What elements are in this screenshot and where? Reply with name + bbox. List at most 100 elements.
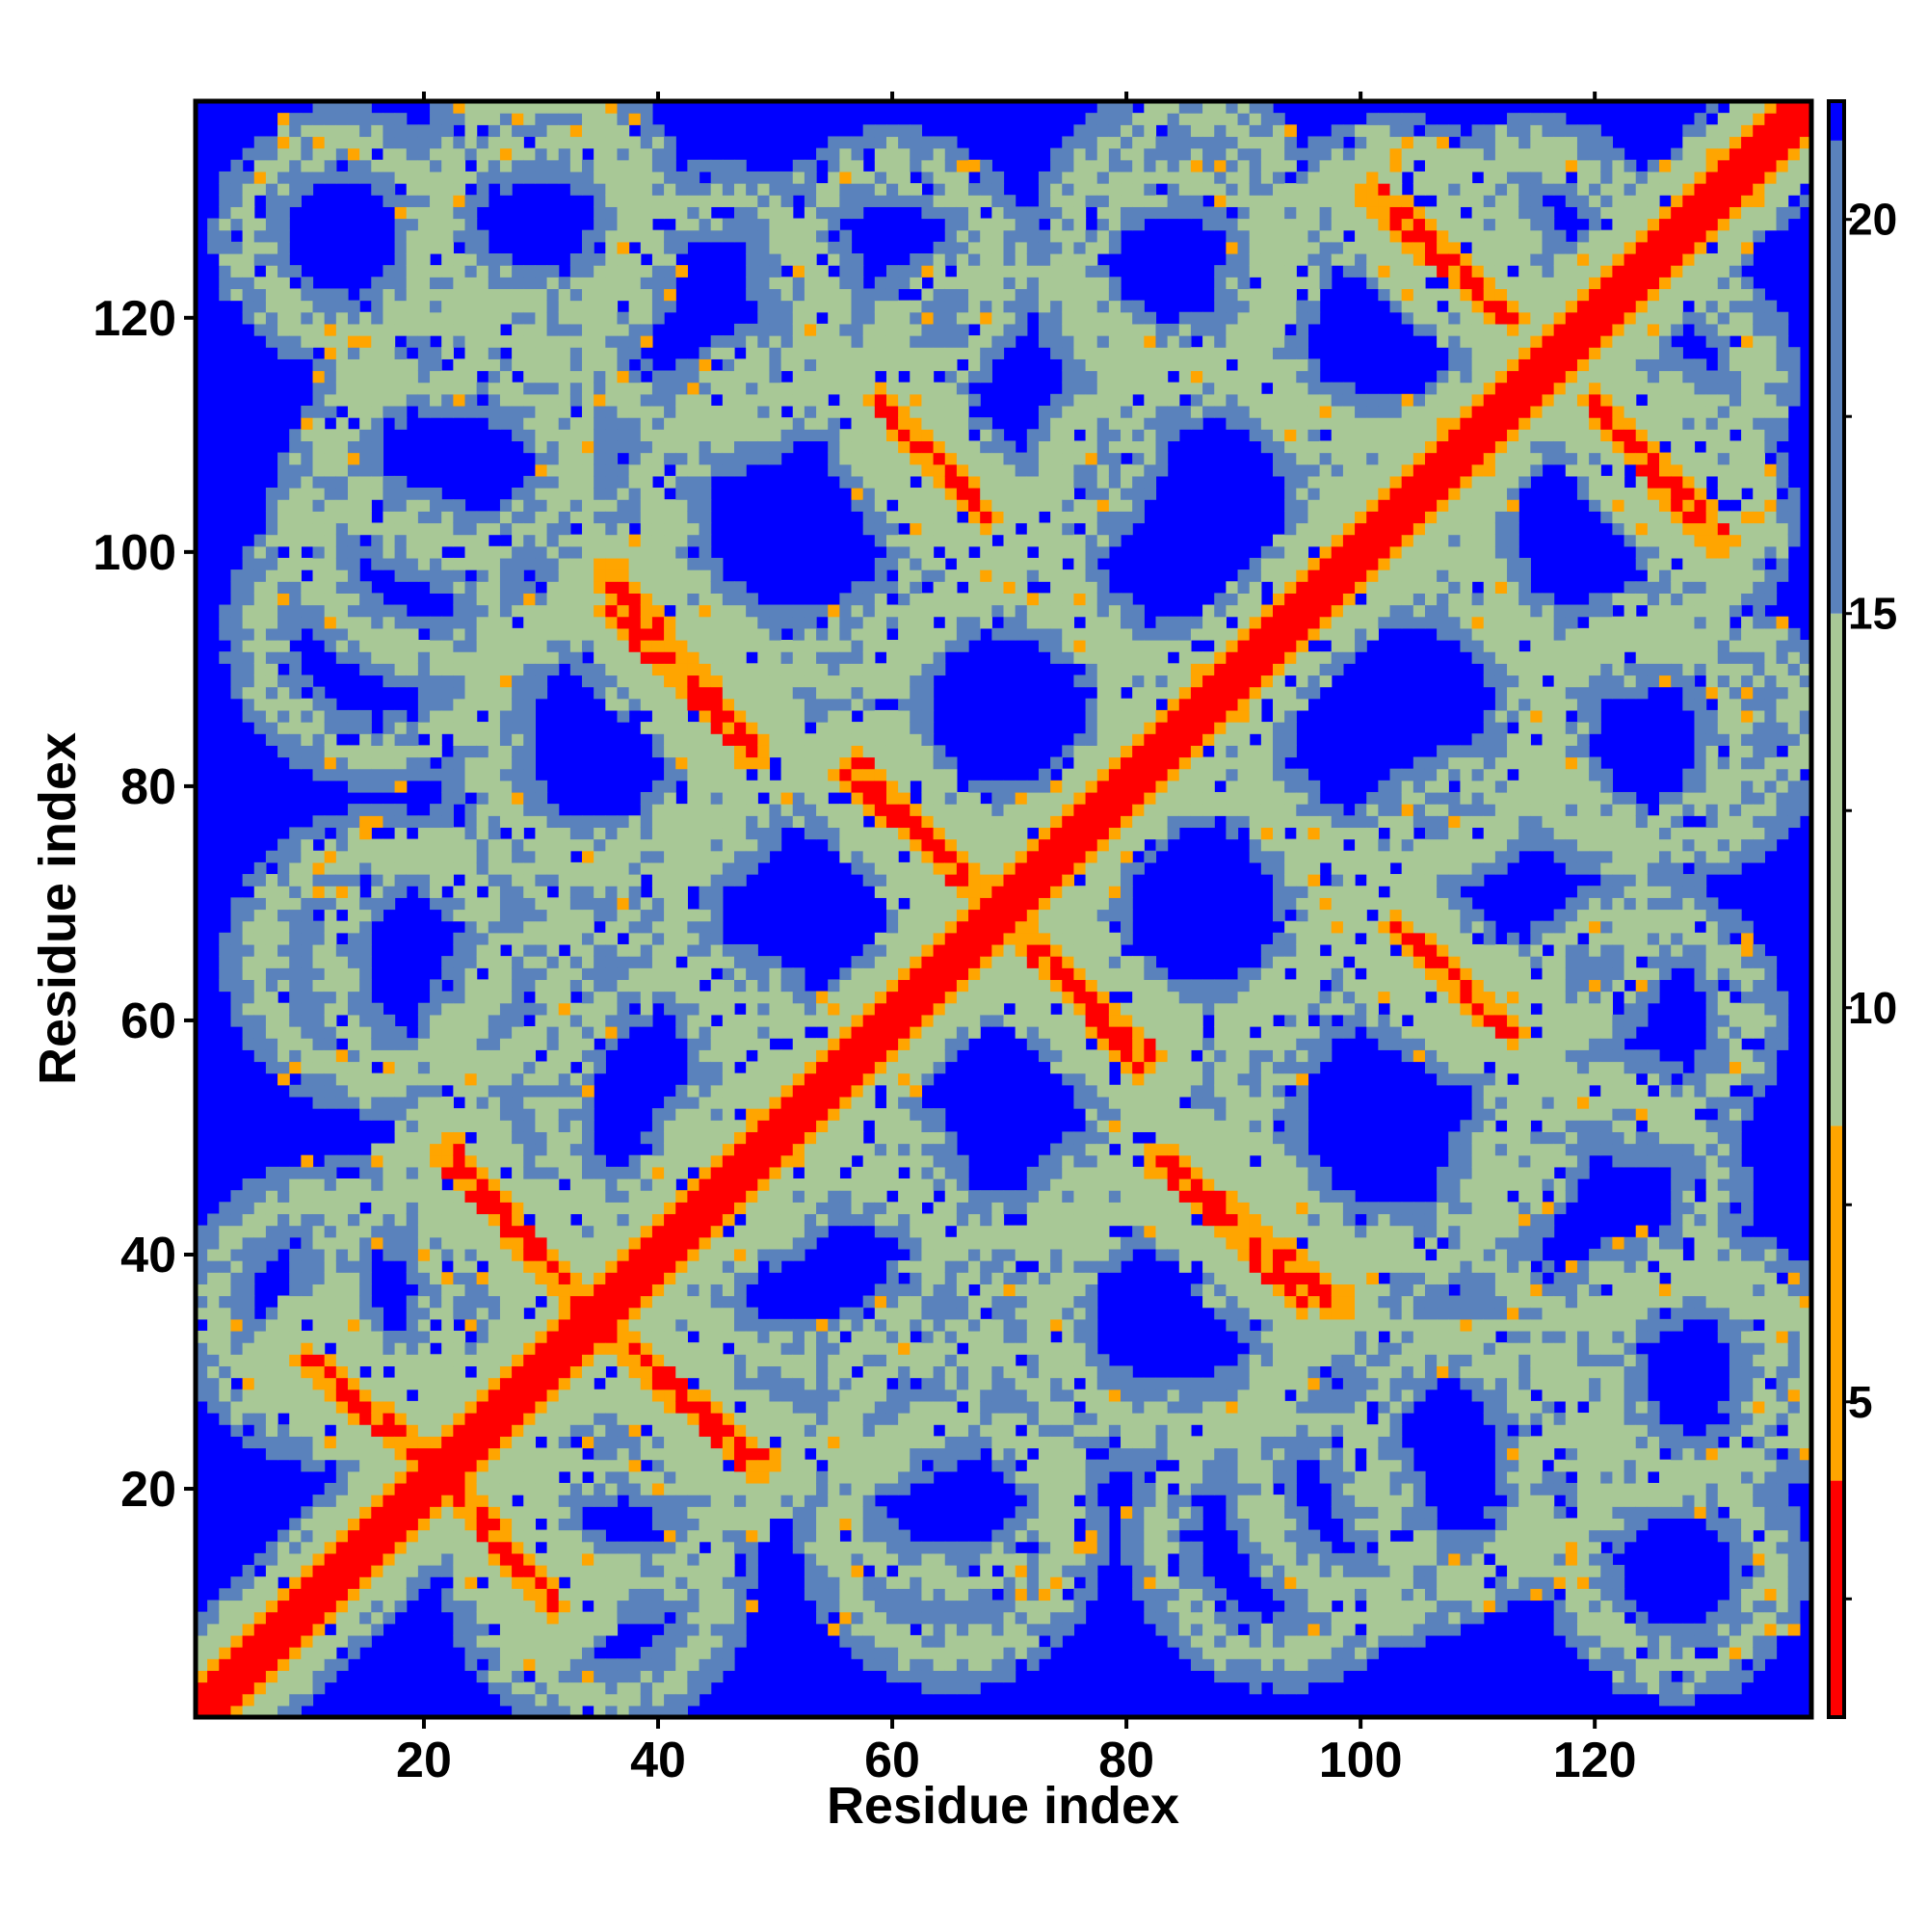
heatmap-cell	[594, 113, 606, 125]
heatmap-cell	[594, 1413, 606, 1425]
heatmap-cell	[383, 1154, 396, 1168]
heatmap-cell	[312, 1634, 326, 1648]
heatmap-cell	[335, 1190, 349, 1203]
heatmap-cell	[312, 382, 326, 395]
heatmap-cell	[453, 1260, 466, 1273]
heatmap-cell	[312, 440, 326, 454]
heatmap-cell	[722, 1248, 735, 1261]
heatmap-cell	[359, 1342, 372, 1355]
heatmap-cell	[277, 640, 290, 652]
heatmap-cell	[359, 1002, 372, 1016]
heatmap-cell	[453, 1565, 466, 1577]
heatmap-cell	[277, 1377, 290, 1390]
heatmap-cell	[453, 323, 466, 336]
heatmap-cell	[710, 1002, 724, 1016]
heatmap-cell	[710, 1413, 724, 1425]
heatmap-cell	[535, 1026, 548, 1039]
heatmap-cell	[277, 124, 290, 138]
heatmap-cell	[757, 1096, 771, 1109]
heatmap-cell	[651, 171, 665, 184]
heatmap-cell	[664, 452, 676, 465]
heatmap-cell	[430, 1072, 442, 1086]
heatmap-cell	[722, 440, 735, 454]
heatmap-cell	[746, 1307, 758, 1320]
heatmap-cell	[441, 1049, 454, 1063]
heatmap-cell	[441, 347, 454, 359]
heatmap-cell	[417, 1284, 431, 1297]
heatmap-cell	[640, 405, 653, 418]
heatmap-cell	[219, 1611, 232, 1625]
heatmap-cell	[383, 675, 396, 688]
heatmap-cell	[664, 733, 676, 746]
heatmap-cell	[675, 991, 688, 1004]
heatmap-cell	[301, 1038, 314, 1050]
heatmap-cell	[699, 1400, 712, 1414]
heatmap-cell	[582, 897, 594, 911]
heatmap-cell	[687, 850, 700, 863]
heatmap-cell	[417, 616, 431, 629]
heatmap-cell	[441, 159, 454, 172]
heatmap-cell	[371, 886, 384, 898]
heatmap-cell	[394, 804, 408, 816]
heatmap-cell	[277, 1049, 290, 1063]
heatmap-cell	[617, 569, 630, 582]
heatmap-cell	[594, 967, 606, 981]
heatmap-cell	[569, 1447, 583, 1461]
heatmap-cell	[417, 827, 431, 840]
heatmap-cell	[710, 1236, 724, 1250]
heatmap-cell	[546, 1049, 560, 1063]
heatmap-cell	[722, 347, 735, 359]
heatmap-cell	[394, 1154, 408, 1168]
heatmap-cell	[406, 488, 419, 500]
heatmap-cell	[594, 1588, 606, 1601]
heatmap-cell	[535, 1154, 548, 1168]
heatmap-cell	[757, 1424, 771, 1437]
heatmap-cell	[464, 1634, 478, 1648]
heatmap-cell	[628, 979, 642, 992]
heatmap-cell	[664, 1518, 676, 1531]
heatmap-cell	[453, 1459, 466, 1472]
heatmap-cell	[430, 709, 442, 723]
heatmap-cell	[499, 1623, 513, 1636]
heatmap-cell	[512, 300, 524, 313]
heatmap-cell	[394, 545, 408, 559]
heatmap-cell	[594, 1552, 606, 1566]
heatmap-cell	[499, 1447, 513, 1461]
heatmap-cell	[746, 686, 758, 700]
heatmap-cell	[476, 1084, 489, 1098]
heatmap-cell	[687, 943, 700, 957]
heatmap-cell	[628, 1693, 642, 1707]
heatmap-cell	[722, 1202, 735, 1215]
heatmap-cell	[757, 991, 771, 1004]
heatmap-cell	[710, 1354, 724, 1367]
heatmap-cell	[558, 1565, 571, 1577]
heatmap-cell	[687, 861, 700, 875]
heatmap-cell	[406, 1202, 419, 1215]
heatmap-cell	[710, 956, 724, 968]
heatmap-cell	[617, 827, 630, 840]
heatmap-cell	[535, 663, 548, 676]
heatmap-cell	[347, 1225, 360, 1238]
heatmap-cell	[687, 534, 700, 547]
heatmap-cell	[746, 1470, 758, 1484]
heatmap-cell	[512, 733, 524, 746]
heatmap-cell	[687, 1272, 700, 1284]
heatmap-cell	[277, 463, 290, 477]
heatmap-cell	[535, 1623, 548, 1636]
heatmap-cell	[594, 1026, 606, 1039]
heatmap-cell	[253, 229, 267, 243]
heatmap-cell	[242, 1600, 255, 1613]
heatmap-cell	[394, 1541, 408, 1554]
heatmap-cell	[453, 522, 466, 536]
heatmap-cell	[347, 557, 360, 570]
heatmap-cell	[196, 1377, 208, 1390]
heatmap-cell	[546, 1588, 560, 1601]
heatmap-cell	[628, 311, 642, 325]
heatmap-cell	[476, 827, 489, 840]
heatmap-cell	[523, 663, 537, 676]
heatmap-cell	[301, 1693, 314, 1707]
heatmap-cell	[535, 1061, 548, 1074]
heatmap-cell	[628, 545, 642, 559]
heatmap-cell	[301, 733, 314, 746]
heatmap-cell	[277, 1166, 290, 1179]
